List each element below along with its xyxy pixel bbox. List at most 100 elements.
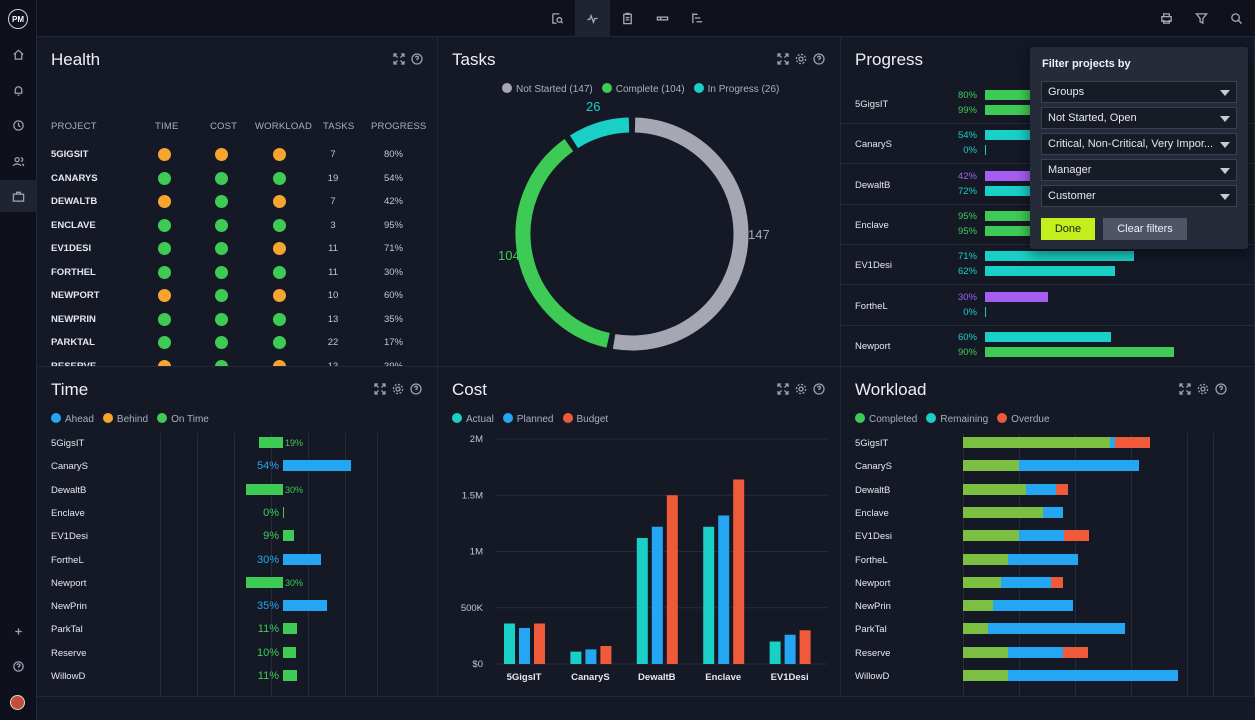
help-icon[interactable] — [813, 383, 825, 395]
avatar[interactable] — [10, 695, 25, 710]
row-divider — [841, 284, 1254, 286]
clipboard-icon[interactable] — [610, 0, 645, 37]
workload-bar-completed — [963, 483, 1026, 495]
task-count: 22 — [327, 337, 339, 348]
workload-bar-completed — [963, 506, 1043, 518]
zoom-doc-icon[interactable] — [540, 0, 575, 37]
column-header-tasks: TASKS — [323, 121, 355, 132]
cost-status-dot — [215, 195, 228, 208]
time-value: 35% — [256, 600, 279, 613]
tasks-panel: Tasks Not Started (147) Complete (104) I… — [438, 37, 841, 367]
project-name: DewaltB — [855, 484, 891, 496]
project-name: PARKTAL — [51, 337, 95, 348]
table-row[interactable]: PARKTAL 22 17% — [37, 332, 437, 355]
expand-icon[interactable] — [777, 383, 789, 395]
table-row[interactable]: DEWALTB 7 42% — [37, 191, 437, 214]
workload-status-dot — [273, 359, 286, 366]
bell-icon[interactable] — [0, 74, 37, 106]
plus-icon[interactable] — [0, 615, 37, 647]
pm-logo[interactable]: PM — [8, 9, 28, 29]
in-progress-count: 26 — [586, 99, 601, 114]
clear-filters-button[interactable]: Clear filters — [1103, 218, 1187, 240]
expand-icon[interactable] — [393, 53, 405, 65]
help-icon[interactable] — [410, 383, 422, 395]
cost-status-dot — [215, 148, 228, 161]
users-icon[interactable] — [0, 145, 37, 177]
briefcase-icon[interactable] — [0, 180, 37, 212]
table-row[interactable]: CANARYS 19 54% — [37, 168, 437, 191]
grid-line — [160, 433, 161, 696]
legend-item: Actual — [452, 413, 494, 425]
legend-item: In Progress (26) — [693, 83, 779, 95]
time-bar — [245, 483, 283, 495]
home-icon[interactable] — [0, 38, 37, 70]
project-name: EV1DESI — [51, 243, 92, 254]
done-button[interactable]: Done — [1041, 218, 1095, 240]
grid-line — [271, 433, 272, 696]
x-tick-label: Enclave — [705, 672, 741, 683]
panel-title: Progress — [855, 50, 924, 69]
legend-item: Complete (104) — [601, 83, 685, 95]
time-value: 11% — [257, 670, 279, 682]
help-icon[interactable] — [411, 53, 423, 65]
workload-bar-remaining — [1001, 576, 1051, 588]
help-icon[interactable] — [1215, 383, 1227, 395]
table-row[interactable]: NEWPRIN 13 35% — [37, 309, 437, 332]
expand-icon[interactable] — [374, 383, 386, 395]
manager-select[interactable]: Manager — [1041, 159, 1237, 181]
groups-select[interactable]: Groups — [1041, 81, 1237, 103]
table-row[interactable]: 5GIGSIT 7 80% — [37, 144, 437, 167]
progress-value: 42% — [383, 196, 403, 207]
y-tick-label: 500K — [461, 603, 484, 614]
time-bar — [245, 576, 283, 588]
gantt-icon[interactable] — [680, 0, 715, 37]
progress-bar — [985, 306, 986, 317]
panel-title: Tasks — [452, 50, 496, 69]
progress-value: 80% — [383, 149, 403, 160]
expand-icon[interactable] — [1179, 383, 1191, 395]
table-row[interactable]: RESERVE 13 39% — [37, 356, 437, 366]
task-count: 13 — [327, 313, 339, 325]
cost-bar-actual — [504, 623, 515, 664]
expand-icon[interactable] — [777, 53, 789, 65]
bottom-strip — [37, 697, 1255, 720]
table-row[interactable]: NEWPORT 10 60% — [37, 285, 437, 308]
row-divider — [841, 324, 1254, 326]
timeline-icon[interactable] — [645, 0, 680, 37]
help-icon[interactable] — [0, 650, 37, 682]
customer-select[interactable]: Customer — [1041, 185, 1237, 207]
filter-icon[interactable] — [1184, 0, 1219, 37]
table-row[interactable]: ENCLAVE 3 95% — [37, 215, 437, 238]
legend-item: Remaining — [926, 413, 988, 425]
print-icon[interactable] — [1149, 0, 1184, 37]
gear-icon[interactable] — [795, 383, 807, 395]
workload-bar-completed — [963, 553, 1008, 565]
cost-status-dot — [215, 242, 228, 255]
table-row[interactable]: FORTHEL 11 30% — [37, 262, 437, 285]
clock-icon[interactable] — [0, 109, 37, 141]
search-icon[interactable] — [1219, 0, 1254, 37]
task-count: 11 — [328, 266, 338, 278]
dashboard-icon[interactable] — [575, 0, 610, 37]
gear-icon[interactable] — [1197, 383, 1209, 395]
priority-select[interactable]: Critical, Non-Critical, Very Impor... — [1041, 133, 1237, 155]
project-name: 5GigsIT — [855, 99, 889, 110]
table-row[interactable]: EV1DESI 11 71% — [37, 238, 437, 261]
workload-status-dot — [273, 195, 286, 208]
project-name: 5GIGSIT — [51, 149, 89, 160]
gear-icon[interactable] — [795, 53, 807, 65]
not-started-count: 147 — [748, 227, 770, 242]
chevron-down-icon — [1220, 168, 1230, 174]
project-name: WillowD — [855, 671, 890, 682]
time-bar — [283, 670, 297, 681]
progress-value: 17% — [383, 337, 403, 348]
tasks-legend: Not Started (147) Complete (104) In Prog… — [502, 83, 779, 95]
project-name: 5GigsIT — [855, 438, 889, 449]
status-select[interactable]: Not Started, Open — [1041, 107, 1237, 129]
progress-percent: 60% — [957, 331, 977, 343]
time-status-dot — [158, 359, 171, 366]
help-icon[interactable] — [813, 53, 825, 65]
gear-icon[interactable] — [392, 383, 404, 395]
tasks-donut-chart — [515, 117, 749, 351]
panel-title: Workload — [855, 380, 927, 399]
